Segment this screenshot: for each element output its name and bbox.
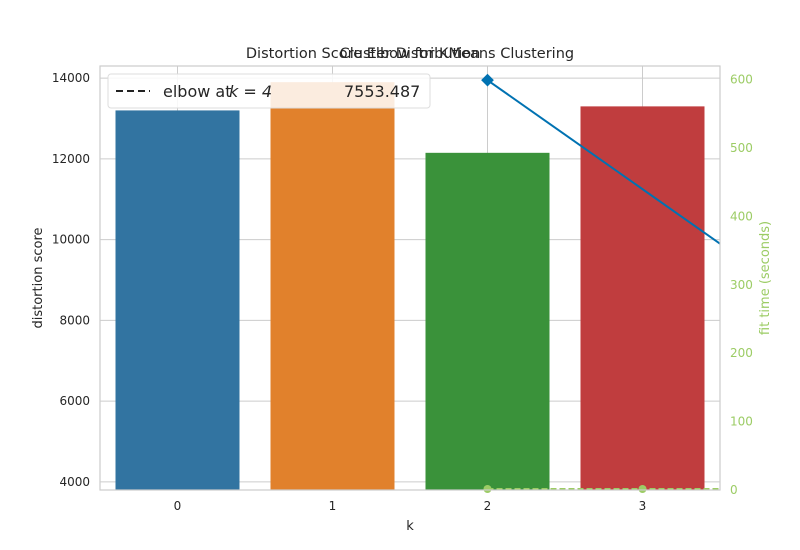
y-tick-label: 12000 [52,152,90,166]
y-tick-label: 8000 [59,313,90,327]
y-tick-label: 6000 [59,394,90,408]
y2-tick-label: 0 [730,483,738,497]
y-tick-label: 14000 [52,71,90,85]
fit-time-marker [483,485,492,493]
y2-ticks: 0 100 200 300 400 500 600 [730,73,753,497]
y2-tick-label: 100 [730,415,753,429]
x-axis-label: k [406,519,414,534]
x-tick-label: 2 [484,499,492,513]
legend-box [107,73,431,109]
x-ticks: 0 1 2 3 [174,499,647,513]
y2-tick-label: 600 [730,73,753,87]
x-tick-label: 0 [174,499,182,513]
y2-axis-label: fit time (seconds) [758,221,773,335]
y2-tick-label: 400 [730,209,753,223]
legend-math: k = 4 [229,82,272,101]
chart-title-2: Cluster Distribution [340,46,481,62]
y-ticks: 4000 6000 8000 10000 12000 14000 [52,71,90,489]
fit-time-marker [638,485,647,493]
chart-title-1: Distortion Score Elbow for KMeans Cluste… [246,46,574,62]
bar-3 [580,106,705,490]
legend: elbow at k = 4 7553.487 [107,73,431,109]
distortion-marker [481,73,494,87]
y-axis-label: distortion score [31,228,46,329]
legend-score: 7553.487 [344,82,420,101]
bar-2 [425,152,550,491]
y2-tick-label: 200 [730,346,753,360]
legend-label: elbow at [163,82,231,101]
y-tick-label: 4000 [59,475,90,489]
x-tick-label: 3 [639,499,647,513]
lines [481,73,720,493]
bar-0 [115,110,240,491]
bars [115,82,705,491]
y2-tick-label: 500 [730,141,753,155]
plot-frame [99,65,721,491]
x-tick-label: 1 [329,499,337,513]
y2-tick-label: 300 [730,278,753,292]
y-tick-label: 10000 [52,233,90,247]
bar-1 [270,82,395,491]
distortion-line [486,79,720,245]
